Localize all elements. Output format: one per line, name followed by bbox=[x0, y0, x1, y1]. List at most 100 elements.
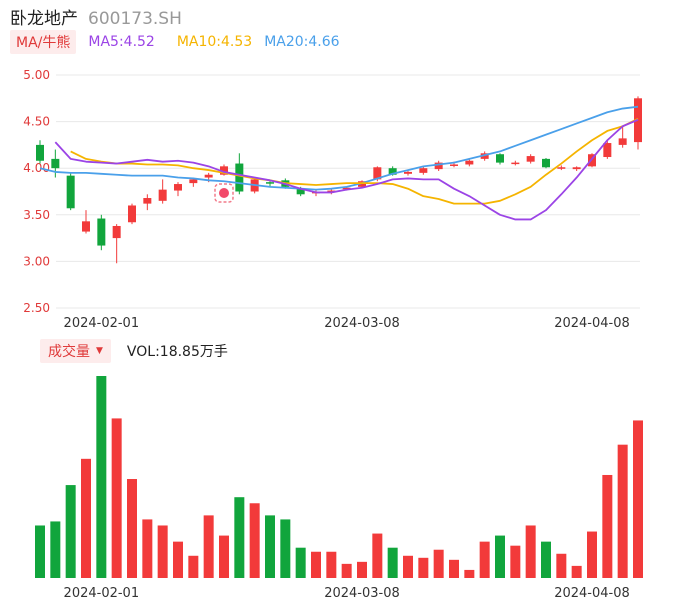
ma5-label: MA5:4.52 bbox=[88, 34, 155, 50]
volume-bar bbox=[234, 497, 245, 578]
stock-header: 卧龙地产 600173.SH bbox=[10, 4, 182, 29]
volume-bar bbox=[587, 531, 597, 578]
volume-bar bbox=[65, 485, 76, 578]
stock-code: 600173.SH bbox=[88, 9, 182, 29]
volume-bar bbox=[387, 547, 398, 578]
volume-bar bbox=[433, 549, 444, 578]
volume-bar bbox=[571, 565, 582, 578]
ma-legend: MA/牛熊 MA5:4.52 MA10:4.53 MA20:4.66 bbox=[10, 30, 340, 54]
candle-body bbox=[511, 162, 520, 165]
candle-body bbox=[128, 205, 136, 223]
candle-body bbox=[143, 198, 152, 204]
candle-body bbox=[174, 184, 182, 191]
candle-body bbox=[419, 168, 428, 173]
candle-body bbox=[220, 166, 228, 175]
candle-body bbox=[204, 174, 213, 178]
ma20-line bbox=[39, 105, 639, 191]
volume-bar bbox=[50, 521, 61, 578]
ma10-line bbox=[70, 117, 639, 205]
volume-legend: 成交量 ▼ VOL:18.85万手 bbox=[40, 339, 228, 363]
volume-indicator-tab[interactable]: 成交量 ▼ bbox=[40, 339, 111, 363]
candle-body bbox=[296, 188, 305, 195]
x-tick-label: 2024-03-08 bbox=[324, 586, 400, 601]
y-tick-label: 3.00 bbox=[23, 254, 50, 268]
x-tick-label: 2024-02-01 bbox=[64, 316, 140, 331]
volume-bar bbox=[357, 561, 367, 578]
candle-body bbox=[235, 163, 244, 192]
y-tick-label: 3.50 bbox=[23, 208, 50, 222]
volume-bar bbox=[219, 535, 229, 578]
candle-body bbox=[526, 156, 535, 162]
candle-body bbox=[36, 144, 44, 161]
candle-body bbox=[542, 158, 550, 168]
y-tick-label: 2.50 bbox=[23, 301, 50, 315]
volume-bar bbox=[295, 547, 306, 578]
volume-bar bbox=[556, 553, 567, 578]
volume-bar bbox=[541, 541, 551, 578]
candle-body bbox=[97, 218, 106, 246]
candle-body bbox=[189, 179, 198, 184]
volume-bar bbox=[311, 551, 321, 578]
y-tick-label: 5.00 bbox=[23, 68, 50, 82]
x-tick-label: 2024-02-01 bbox=[64, 586, 140, 601]
volume-bar bbox=[418, 557, 429, 578]
candle-body bbox=[388, 168, 397, 175]
candle-body bbox=[327, 190, 336, 193]
x-tick-label: 2024-04-08 bbox=[554, 586, 630, 601]
volume-bar bbox=[142, 519, 153, 578]
volume-bar bbox=[464, 569, 475, 578]
dropdown-caret-icon: ▼ bbox=[96, 346, 103, 356]
stock-name: 卧龙地产 bbox=[10, 9, 78, 29]
x-tick-label: 2024-04-08 bbox=[554, 316, 630, 331]
candle-body bbox=[465, 160, 474, 165]
candle-body bbox=[450, 164, 458, 166]
ma-indicator-tab[interactable]: MA/牛熊 bbox=[10, 30, 77, 54]
candle-body bbox=[434, 162, 443, 170]
candle-body bbox=[66, 175, 75, 209]
candle-body bbox=[618, 138, 627, 145]
volume-bar bbox=[127, 479, 137, 578]
ma10-label: MA10:4.53 bbox=[176, 34, 253, 50]
volume-bar bbox=[81, 458, 91, 578]
volume-bar bbox=[203, 515, 214, 578]
candle-body bbox=[603, 143, 612, 158]
volume-bar bbox=[249, 503, 260, 578]
volume-value: VOL:18.85万手 bbox=[126, 344, 228, 360]
volume-bar bbox=[280, 519, 291, 578]
y-tick-label: 4.00 bbox=[23, 161, 50, 175]
volume-bar bbox=[617, 444, 628, 578]
volume-bar bbox=[111, 418, 122, 578]
marker-dot-icon bbox=[219, 188, 229, 198]
candle-body bbox=[82, 221, 90, 232]
volume-bar bbox=[173, 541, 183, 578]
volume-bar bbox=[510, 545, 521, 578]
candle-body bbox=[358, 181, 366, 187]
ma20-label: MA20:4.66 bbox=[264, 34, 340, 50]
volume-bar bbox=[495, 535, 505, 578]
candle-body bbox=[404, 171, 412, 174]
volume-bar bbox=[265, 515, 275, 578]
volume-bar bbox=[403, 555, 413, 578]
candle-body bbox=[480, 153, 489, 159]
candle-body bbox=[496, 154, 504, 163]
volume-bar bbox=[633, 420, 643, 578]
volume-bar bbox=[96, 376, 107, 578]
candle-body bbox=[158, 189, 167, 201]
volume-bar bbox=[449, 559, 459, 578]
candle-body bbox=[266, 182, 274, 184]
volume-bar bbox=[602, 474, 613, 578]
volume-bar bbox=[372, 533, 383, 578]
ma5-line bbox=[54, 118, 639, 221]
volume-tab-label: 成交量 bbox=[48, 344, 90, 360]
volume-bar bbox=[479, 541, 490, 578]
volume-bar bbox=[188, 555, 199, 578]
volume-bar bbox=[341, 563, 352, 578]
volume-bar bbox=[157, 525, 168, 578]
volume-bar bbox=[326, 551, 337, 578]
y-tick-label: 4.50 bbox=[23, 115, 50, 129]
volume-bar bbox=[35, 525, 45, 578]
candle-body bbox=[112, 225, 121, 239]
volume-bar bbox=[525, 525, 536, 578]
candle-body bbox=[373, 167, 382, 180]
